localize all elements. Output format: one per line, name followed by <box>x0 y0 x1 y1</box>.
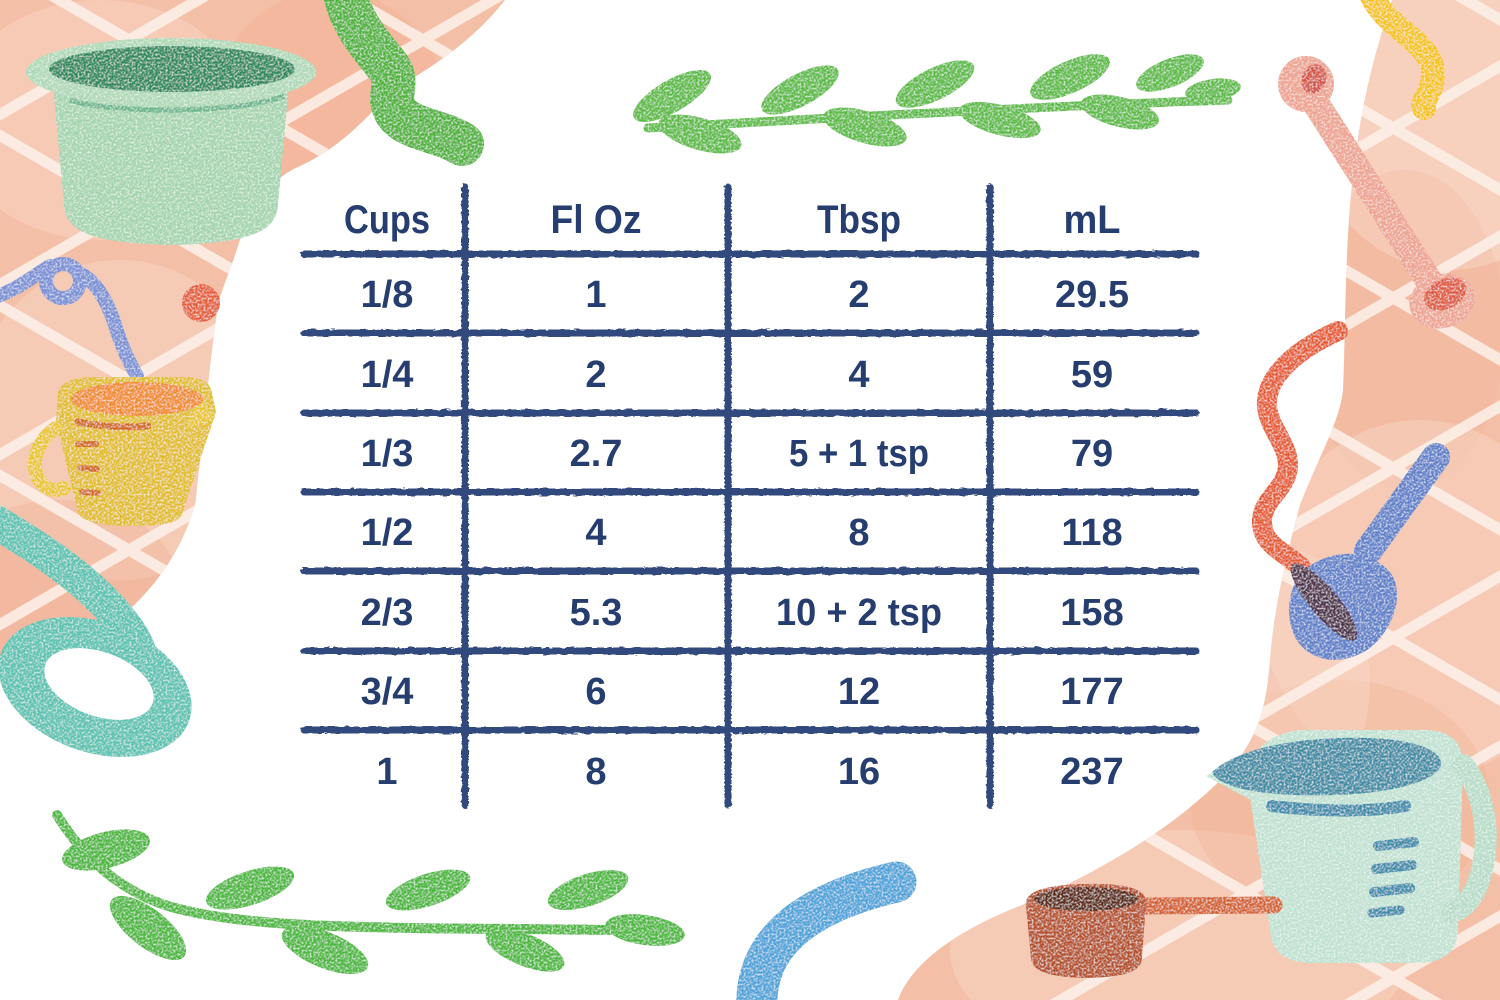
svg-text:1/2: 1/2 <box>361 512 414 554</box>
svg-text:29.5: 29.5 <box>1055 274 1129 316</box>
svg-text:10 + 2 tsp: 10 + 2 tsp <box>776 592 942 634</box>
svg-text:mL: mL <box>1064 198 1121 242</box>
svg-text:4: 4 <box>585 512 606 554</box>
svg-text:118: 118 <box>1061 512 1122 554</box>
svg-text:79: 79 <box>1071 433 1113 475</box>
svg-text:3/4: 3/4 <box>361 671 414 713</box>
svg-text:Fl Oz: Fl Oz <box>551 198 642 242</box>
svg-text:2: 2 <box>848 274 869 316</box>
svg-text:6: 6 <box>585 671 606 713</box>
svg-text:Cups: Cups <box>344 198 430 242</box>
svg-text:177: 177 <box>1060 671 1123 713</box>
svg-text:2/3: 2/3 <box>361 592 414 634</box>
svg-text:2: 2 <box>585 354 606 396</box>
svg-text:237: 237 <box>1060 751 1123 793</box>
svg-text:158: 158 <box>1060 592 1123 634</box>
svg-text:12: 12 <box>838 671 880 713</box>
svg-text:5.3: 5.3 <box>570 592 623 634</box>
svg-text:8: 8 <box>848 512 869 554</box>
svg-text:1: 1 <box>376 751 397 793</box>
svg-text:16: 16 <box>838 751 880 793</box>
svg-text:59: 59 <box>1071 354 1113 396</box>
svg-text:1/4: 1/4 <box>361 354 414 396</box>
svg-text:Tbsp: Tbsp <box>817 198 901 242</box>
svg-text:2.7: 2.7 <box>570 433 623 475</box>
svg-text:1/8: 1/8 <box>361 274 414 316</box>
svg-text:1/3: 1/3 <box>361 433 414 475</box>
svg-text:1: 1 <box>585 274 606 316</box>
svg-text:8: 8 <box>585 751 606 793</box>
svg-text:5 + 1 tsp: 5 + 1 tsp <box>789 433 929 475</box>
svg-text:4: 4 <box>848 354 869 396</box>
